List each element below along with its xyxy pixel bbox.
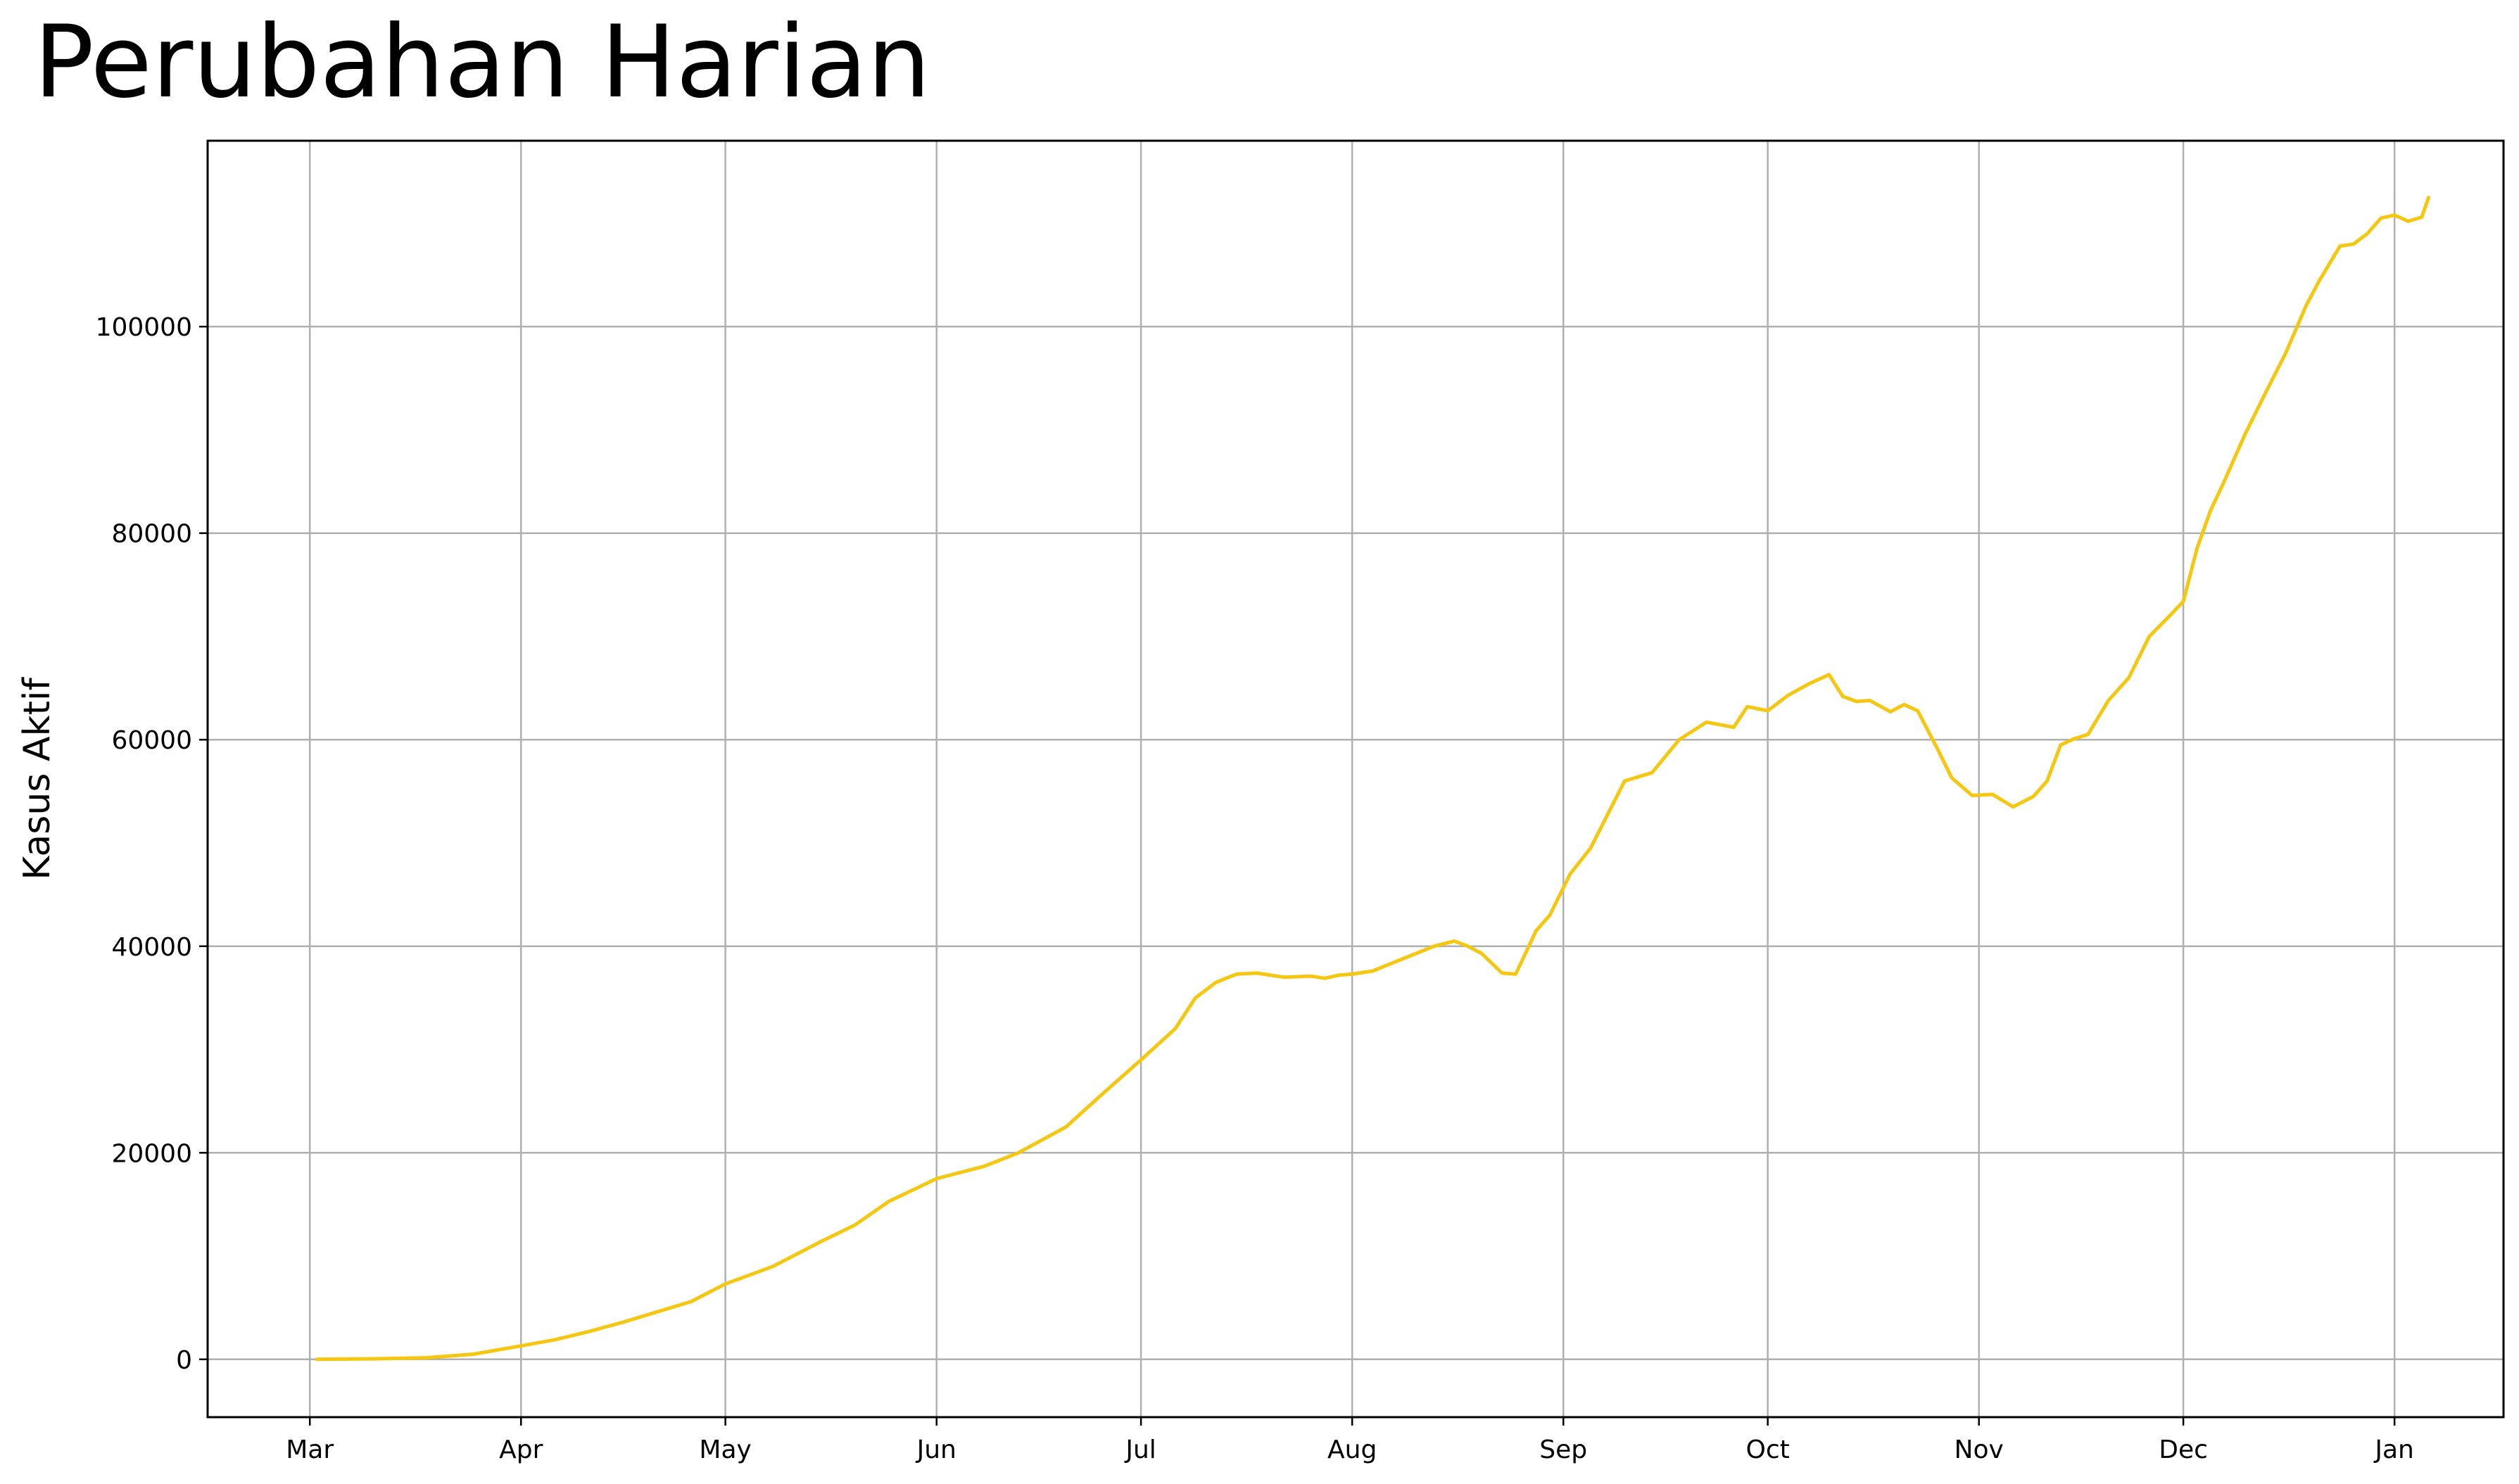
- y-axis-ticks: 0 20000 40000 60000 80000 100000: [96, 313, 208, 1375]
- y-tick-label: 20000: [111, 1139, 192, 1168]
- plot-frame: [206, 139, 2505, 1419]
- y-tick-label: 40000: [111, 933, 192, 962]
- x-tick-label: May: [699, 1435, 751, 1464]
- y-axis-label: Kasus Aktif: [16, 677, 58, 880]
- x-tick-label: Oct: [1745, 1435, 1789, 1464]
- x-tick-label: Jan: [2373, 1435, 2414, 1464]
- y-tick-label: 0: [176, 1346, 192, 1375]
- x-axis-ticks: Mar Apr May Jun Jul Aug Sep Oct Nov Dec Jan: [286, 1417, 2414, 1464]
- x-tick-label: Apr: [499, 1435, 543, 1464]
- page-title: Perubahan Harian: [34, 4, 931, 120]
- x-tick-label: Aug: [1327, 1435, 1377, 1464]
- x-tick-label: Sep: [1539, 1435, 1587, 1464]
- y-tick-label: 60000: [111, 726, 192, 755]
- y-tick-label: 100000: [96, 313, 192, 342]
- x-tick-label: Mar: [286, 1435, 334, 1464]
- series-line: [315, 196, 2430, 1362]
- x-tick-label: Jun: [916, 1435, 957, 1464]
- grid-lines: [208, 141, 2504, 1417]
- y-tick-label: 80000: [111, 520, 192, 549]
- x-tick-label: Nov: [1955, 1435, 2004, 1464]
- x-tick-label: Jul: [1124, 1435, 1156, 1464]
- x-tick-label: Dec: [2159, 1435, 2208, 1464]
- data-layer: [315, 196, 2430, 1362]
